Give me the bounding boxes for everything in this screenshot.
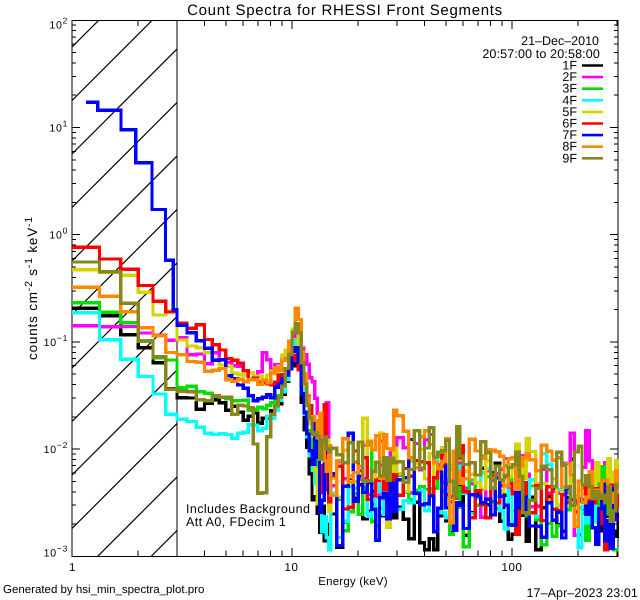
svg-text:4F: 4F — [562, 93, 577, 107]
svg-text:7F: 7F — [562, 128, 577, 142]
svg-text:20:57:00 to 20:58:00: 20:57:00 to 20:58:00 — [482, 47, 600, 61]
svg-text:1: 1 — [69, 562, 76, 574]
svg-text:8F: 8F — [562, 140, 577, 154]
svg-text:1F: 1F — [562, 59, 577, 73]
svg-text:5F: 5F — [562, 105, 577, 119]
svg-text:17–Apr–2023 23:01: 17–Apr–2023 23:01 — [526, 586, 638, 600]
svg-text:Att A0, FDecim 1: Att A0, FDecim 1 — [186, 515, 286, 529]
svg-text:counts cm-2 s-1 keV-1: counts cm-2 s-1 keV-1 — [23, 216, 40, 360]
svg-text:6F: 6F — [562, 117, 577, 131]
svg-text:21–Dec–2010: 21–Dec–2010 — [521, 34, 599, 48]
svg-text:Includes Background: Includes Background — [186, 502, 310, 516]
svg-text:Generated by hsi_min_spectra_p: Generated by hsi_min_spectra_plot.pro — [3, 584, 204, 596]
svg-text:9F: 9F — [562, 151, 577, 165]
svg-text:2F: 2F — [562, 70, 577, 84]
svg-text:100: 100 — [502, 562, 523, 574]
svg-text:3F: 3F — [562, 82, 577, 96]
svg-text:Count Spectra for RHESSI Front: Count Spectra for RHESSI Front Segments — [187, 2, 503, 19]
svg-text:Energy (keV): Energy (keV) — [318, 576, 388, 588]
svg-text:10: 10 — [285, 562, 299, 574]
